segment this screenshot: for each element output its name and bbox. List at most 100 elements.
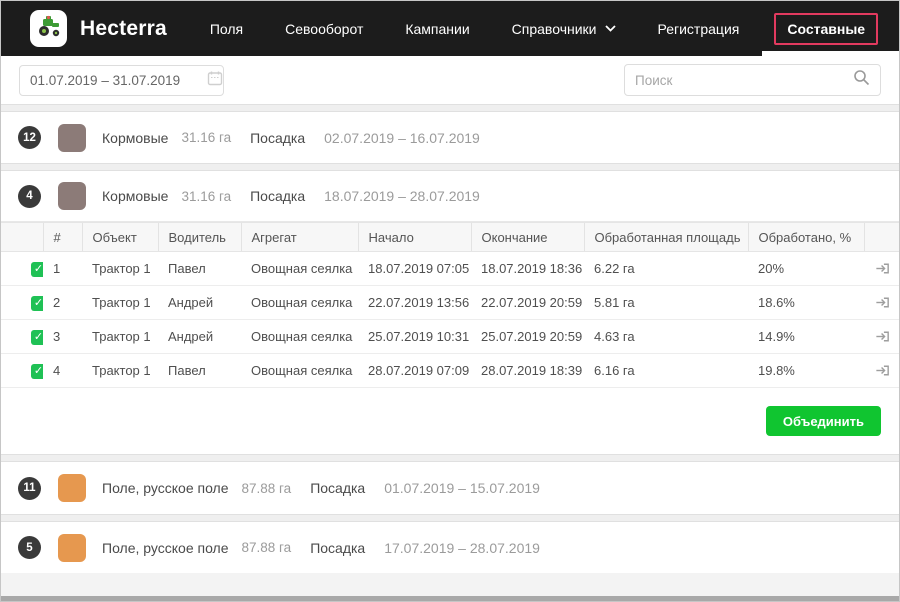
row-checkbox-checked[interactable] bbox=[31, 295, 43, 311]
nav-item-directories[interactable]: Справочники bbox=[491, 1, 637, 56]
main-menu: Поля Севооборот Кампании Справочники Рег… bbox=[189, 1, 899, 56]
cell-pct: 19.8% bbox=[758, 363, 795, 378]
cell-start: 22.07.2019 13:56 bbox=[368, 295, 470, 310]
nav-item-registration[interactable]: Регистрация bbox=[657, 20, 740, 37]
crop-color-swatch bbox=[58, 182, 86, 210]
crop-color-swatch bbox=[58, 533, 86, 562]
open-cultivation-icon[interactable] bbox=[874, 328, 891, 345]
cell-end: 22.07.2019 20:59 bbox=[481, 295, 583, 310]
cell-area: 6.22 га bbox=[594, 261, 635, 276]
group-name: Кормовые bbox=[102, 129, 169, 146]
cell-num: 3 bbox=[53, 329, 61, 344]
nav-item-fields[interactable]: Поля bbox=[209, 20, 244, 37]
group-area: 31.16 га bbox=[181, 188, 232, 204]
cell-area: 4.63 га bbox=[594, 329, 635, 344]
section-divider bbox=[1, 454, 899, 462]
cell-start: 18.07.2019 07:05 bbox=[368, 261, 470, 276]
app-title: Hecterra bbox=[80, 16, 167, 40]
expanded-group-card: 4 Кормовые 31.16 га Посадка 18.07.2019 –… bbox=[1, 171, 899, 454]
nav-item-crop-rotation[interactable]: Севооборот bbox=[285, 20, 364, 37]
header-checkbox-col bbox=[1, 222, 43, 252]
search-icon[interactable] bbox=[853, 69, 870, 91]
cell-end: 25.07.2019 20:59 bbox=[481, 329, 583, 344]
cultivation-group-row[interactable]: 5 Поле, русское поле 87.88 га Посадка 17… bbox=[1, 522, 899, 573]
row-checkbox-checked[interactable] bbox=[31, 363, 43, 379]
row-checkbox-checked[interactable] bbox=[31, 261, 43, 277]
calendar-icon bbox=[207, 70, 223, 91]
cell-area: 5.81 га bbox=[594, 295, 635, 310]
section-divider bbox=[1, 163, 899, 171]
cell-unit: Овощная сеялка bbox=[251, 329, 353, 344]
group-count-badge: 4 bbox=[18, 184, 41, 208]
col-header-unit: Агрегат bbox=[240, 222, 358, 252]
group-operation: Посадка bbox=[310, 480, 366, 496]
group-area: 87.88 га bbox=[241, 480, 292, 496]
cell-unit: Овощная сеялка bbox=[251, 363, 353, 378]
col-header-area: Обработанная площадь bbox=[583, 222, 748, 252]
col-header-num: # bbox=[42, 222, 82, 252]
section-divider bbox=[1, 104, 899, 112]
cultivation-group-row[interactable]: 12 Кормовые 31.16 га Посадка 02.07.2019 … bbox=[1, 112, 899, 163]
cell-unit: Овощная сеялка bbox=[251, 261, 353, 276]
cell-num: 1 bbox=[53, 261, 61, 276]
row-checkbox-checked[interactable] bbox=[31, 329, 43, 345]
open-cultivation-icon[interactable] bbox=[874, 362, 891, 379]
group-name: Поле, русское поле bbox=[102, 480, 229, 496]
cultivation-group-row[interactable]: 4 Кормовые 31.16 га Посадка 18.07.2019 –… bbox=[1, 171, 899, 222]
card-actions: Объединить bbox=[1, 388, 899, 454]
nav-item-reports[interactable]: Отчеты bbox=[892, 1, 899, 56]
table-row: 2 Трактор 1 Андрей Овощная сеялка 22.07.… bbox=[1, 286, 899, 320]
group-area: 31.16 га bbox=[181, 130, 232, 145]
cell-object: Трактор 1 bbox=[92, 261, 151, 276]
col-header-object: Объект bbox=[81, 222, 158, 252]
cell-object: Трактор 1 bbox=[92, 295, 151, 310]
cell-pct: 20% bbox=[758, 261, 785, 276]
filters-toolbar bbox=[1, 56, 899, 104]
col-header-start: Начало bbox=[357, 222, 471, 252]
cell-unit: Овощная сеялка bbox=[251, 295, 353, 310]
table-row: 3 Трактор 1 Андрей Овощная сеялка 25.07.… bbox=[1, 320, 899, 354]
nav-item-campaigns[interactable]: Кампании bbox=[405, 20, 470, 37]
cell-driver: Андрей bbox=[168, 295, 214, 310]
group-dates: 18.07.2019 – 28.07.2019 bbox=[324, 188, 480, 204]
group-name: Кормовые bbox=[102, 188, 169, 204]
table-header-row: # Объект Водитель Агрегат Начало Окончан… bbox=[1, 222, 899, 252]
group-operation: Посадка bbox=[250, 129, 306, 146]
col-header-actions bbox=[863, 222, 899, 252]
hecterra-logo[interactable] bbox=[30, 10, 67, 47]
group-dates: 02.07.2019 – 16.07.2019 bbox=[324, 129, 480, 146]
col-header-pct: Обработано, % bbox=[747, 222, 864, 252]
cell-end: 18.07.2019 18:36 bbox=[481, 261, 583, 276]
footer-empty-area bbox=[1, 573, 899, 596]
crop-color-swatch bbox=[58, 123, 86, 152]
group-operation: Посадка bbox=[310, 539, 366, 556]
group-count-badge: 11 bbox=[18, 476, 41, 500]
search-input[interactable] bbox=[635, 72, 853, 88]
date-range-picker[interactable] bbox=[19, 64, 224, 96]
date-range-value[interactable] bbox=[30, 72, 207, 88]
cultivation-group-row[interactable]: 11 Поле, русское поле 87.88 га Посадка 0… bbox=[1, 462, 899, 514]
cell-start: 25.07.2019 10:31 bbox=[368, 329, 470, 344]
open-cultivation-icon[interactable] bbox=[874, 260, 891, 277]
cell-driver: Андрей bbox=[168, 329, 214, 344]
table-row: 4 Трактор 1 Павел Овощная сеялка 28.07.2… bbox=[1, 354, 899, 388]
cell-start: 28.07.2019 07:09 bbox=[368, 363, 470, 378]
cell-num: 2 bbox=[53, 295, 61, 310]
search-field[interactable] bbox=[624, 64, 881, 96]
group-operation: Посадка bbox=[250, 188, 306, 204]
cell-driver: Павел bbox=[168, 261, 206, 276]
cell-area: 6.16 га bbox=[594, 363, 635, 378]
open-cultivation-icon[interactable] bbox=[874, 294, 891, 311]
cell-pct: 18.6% bbox=[758, 295, 795, 310]
section-divider bbox=[1, 514, 899, 522]
table-row: 1 Трактор 1 Павел Овощная сеялка 18.07.2… bbox=[1, 252, 899, 286]
tractor-icon bbox=[36, 14, 62, 43]
merge-button[interactable]: Объединить bbox=[765, 406, 881, 436]
group-name: Поле, русское поле bbox=[102, 539, 229, 556]
col-header-end: Окончание bbox=[470, 222, 584, 252]
top-navbar: Hecterra Поля Севооборот Кампании Справо… bbox=[1, 1, 899, 56]
cultivations-table: # Объект Водитель Агрегат Начало Окончан… bbox=[1, 222, 899, 388]
nav-item-composite[interactable]: Составные bbox=[760, 1, 899, 56]
group-area: 87.88 га bbox=[241, 540, 292, 555]
